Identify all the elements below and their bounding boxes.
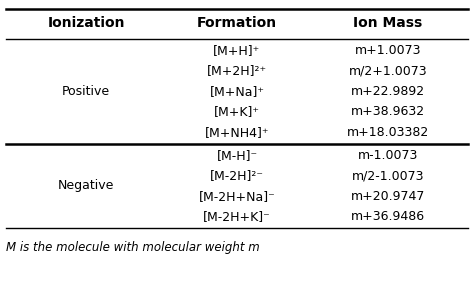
Text: [M+2H]²⁺: [M+2H]²⁺ xyxy=(207,65,267,77)
Text: [M-2H]²⁻: [M-2H]²⁻ xyxy=(210,169,264,182)
Text: Ion Mass: Ion Mass xyxy=(353,16,422,30)
Text: m+36.9486: m+36.9486 xyxy=(351,210,425,223)
Text: Formation: Formation xyxy=(197,16,277,30)
Text: [M+Na]⁺: [M+Na]⁺ xyxy=(210,85,264,98)
Text: Ionization: Ionization xyxy=(47,16,125,30)
Text: [M-2H+Na]⁻: [M-2H+Na]⁻ xyxy=(199,190,275,203)
Text: M is the molecule with molecular weight m: M is the molecule with molecular weight … xyxy=(6,241,260,254)
Text: [M+H]⁺: [M+H]⁺ xyxy=(213,44,261,57)
Text: m/2-1.0073: m/2-1.0073 xyxy=(352,169,424,182)
Text: [M-H]⁻: [M-H]⁻ xyxy=(217,149,257,162)
Text: m-1.0073: m-1.0073 xyxy=(357,149,418,162)
Text: m+1.0073: m+1.0073 xyxy=(355,44,421,57)
Text: m+18.03382: m+18.03382 xyxy=(346,126,429,139)
Text: m+38.9632: m+38.9632 xyxy=(351,105,425,118)
Text: m+22.9892: m+22.9892 xyxy=(351,85,425,98)
Text: [M+NH4]⁺: [M+NH4]⁺ xyxy=(205,126,269,139)
Text: Negative: Negative xyxy=(58,179,114,192)
Text: m+20.9747: m+20.9747 xyxy=(351,190,425,203)
Text: [M-2H+K]⁻: [M-2H+K]⁻ xyxy=(203,210,271,223)
Text: m/2+1.0073: m/2+1.0073 xyxy=(348,65,427,77)
Text: Positive: Positive xyxy=(62,85,110,98)
Text: [M+K]⁺: [M+K]⁺ xyxy=(214,105,260,118)
